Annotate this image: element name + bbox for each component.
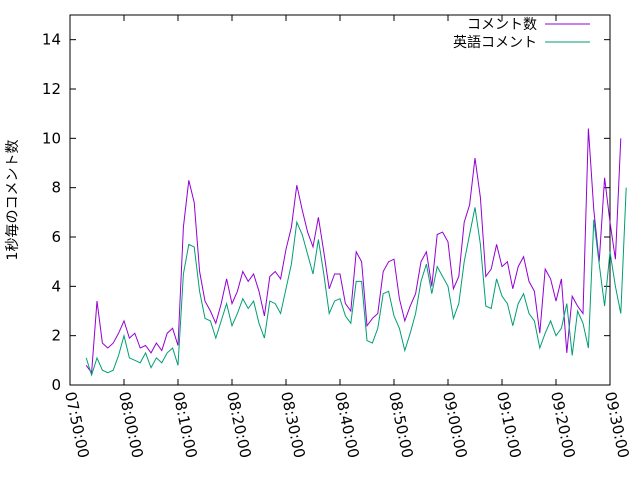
x-tick-label: 08:20:00 [223, 390, 255, 460]
series-line-1 [85, 128, 622, 375]
x-tick-label: 09:10:00 [493, 390, 525, 460]
series-line-2 [85, 187, 627, 377]
series-lines [85, 128, 627, 377]
y-tick-label: 8 [51, 179, 61, 197]
x-tick-label: 09:20:00 [547, 390, 579, 460]
y-tick-label: 14 [42, 31, 61, 49]
x-tick-label: 08:30:00 [277, 390, 309, 460]
x-tick-label: 08:40:00 [331, 390, 363, 460]
x-tick-label: 09:00:00 [439, 390, 471, 460]
y-tick-label: 0 [51, 376, 61, 394]
x-tick-label: 08:00:00 [115, 390, 147, 460]
y-tick-label: 12 [42, 80, 61, 98]
x-tick-label: 08:10:00 [169, 390, 201, 460]
y-tick-label: 4 [51, 277, 61, 295]
legend-label: コメント数 [467, 17, 537, 33]
y-axis-label: 1秒毎のコメント数 [5, 140, 21, 261]
y-axis: 0 2 4 6 8 10 12 14 [42, 31, 610, 394]
x-tick-label: 09:30:00 [601, 390, 633, 460]
x-axis: 07:50:00 08:00:00 08:10:00 08:20:00 08:30:00… [61, 15, 633, 460]
x-tick-label: 07:50:00 [61, 390, 93, 460]
y-tick-label: 10 [42, 129, 61, 147]
plot-frame [69, 14, 611, 386]
y-tick-label: 2 [51, 327, 61, 345]
y-tick-label: 6 [51, 228, 61, 246]
x-tick-label: 08:50:00 [385, 390, 417, 460]
legend-label: 英語コメント [453, 34, 537, 51]
